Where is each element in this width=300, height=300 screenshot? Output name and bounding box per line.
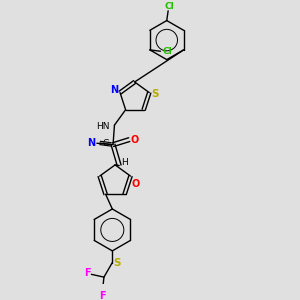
Text: N: N [87,138,95,148]
Text: O: O [132,179,140,189]
Text: F: F [99,290,106,300]
Text: C: C [102,139,108,148]
Text: HN: HN [96,122,110,131]
Text: S: S [152,89,159,99]
Text: Cl: Cl [162,47,172,56]
Text: H: H [122,158,128,167]
Text: O: O [130,135,138,145]
Text: Cl: Cl [164,2,174,10]
Text: N: N [110,85,118,95]
Text: S: S [113,258,121,268]
Text: F: F [84,268,91,278]
